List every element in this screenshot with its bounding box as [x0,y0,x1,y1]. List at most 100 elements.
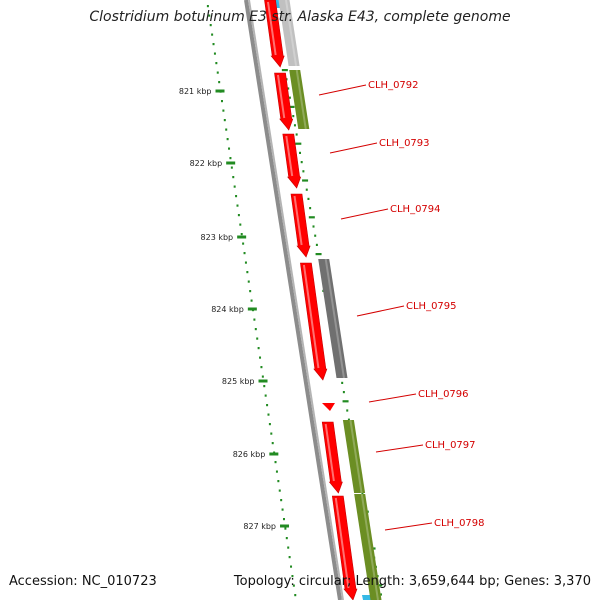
major-tick [269,452,279,456]
dot-marker [263,385,266,388]
gene-label: CLH_0796 [418,389,469,400]
backbone-shadow [248,0,344,601]
scale-label: 821 kbp [179,87,212,96]
dot-marker [291,575,294,578]
gene-label: CLH_0795 [406,301,457,312]
dot-marker [270,432,273,435]
dot-marker [223,119,226,122]
gray-feature [318,259,348,378]
dot-marker [271,442,274,445]
dot-marker [342,400,349,403]
dot-marker [312,225,315,228]
dot-marker [299,151,302,154]
gray-feature-highlight [285,0,298,67]
olive-feature [289,70,310,129]
gray-feature [278,0,300,66]
label-layer: CLH_0792 CLH_0793 CLH_0794 CLH_0795 CLH_0796… [318,80,485,531]
major-tick [237,235,247,239]
dot-marker [257,347,260,350]
gene-label: CLH_0793 [379,138,430,149]
dot-marker [235,195,238,198]
dot-marker [294,594,297,597]
olive-feature-highlight [349,419,363,494]
dot-marker [225,128,228,131]
scale-label: 823 kbp [201,233,234,242]
dot-marker [233,185,236,188]
dot-marker [230,166,233,169]
major-tick [215,89,225,93]
dot-marker [206,5,209,8]
dot-marker [215,62,218,65]
dot-marker [264,394,267,397]
dot-marker [308,216,315,219]
dot-marker [288,96,291,99]
cds-arrow-highlight [324,423,335,482]
dot-marker [281,508,284,511]
gene-leader-line [318,84,367,96]
gene-leader-line [340,208,389,220]
major-tick [247,307,257,311]
gray-feature-highlight [324,258,345,379]
olive-feature [342,420,366,493]
dot-marker [213,52,216,55]
cds-arrow [282,133,302,189]
cds-arrow-highlight [285,135,294,177]
dot-marker [218,81,221,84]
gene-leader-line [329,142,378,154]
dot-marker [229,157,232,160]
olive-feature-highlight [295,69,307,130]
dot-marker [228,147,231,150]
dot-marker [278,489,281,492]
olive-feature [354,494,382,600]
cds-arrow-highlight [302,264,320,369]
dot-marker [247,280,250,283]
dot-marker [288,105,295,108]
dot-marker [295,142,302,145]
major-tick [226,161,236,165]
dot-marker [242,242,245,245]
dot-marker [285,537,288,540]
dot-marker [244,261,247,264]
dot-marker [256,337,259,340]
dot-marker [280,499,283,502]
cds-arrow-small [322,403,335,411]
dot-marker [346,409,349,412]
dot-marker [211,33,214,36]
olive-feature-highlight [360,493,379,601]
dot-marker [260,366,263,369]
dot-marker [309,207,312,210]
dot-marker [305,188,308,191]
dot-marker [290,565,293,568]
dot-marker [237,214,240,217]
dot-marker [361,492,364,495]
dot-marker [274,461,277,464]
cds-arrow-highlight [267,1,277,56]
dot-marker [212,43,215,46]
map-title: Clostridium botulinum E3 str. Alaska E43… [89,9,511,25]
dot-marker [220,100,223,103]
gene-label: CLH_0794 [390,204,441,215]
dot-marker [249,290,252,293]
feature-layer [264,0,382,601]
dot-marker [236,204,239,207]
genome-summary: Topology: circular; Length: 3,659,644 bp… [233,574,591,589]
dot-marker [243,252,246,255]
dot-marker [266,404,269,407]
dot-marker [267,413,270,416]
dot-marker [232,176,235,179]
dot-marker [315,243,318,246]
scale-label: 827 kbp [243,522,276,531]
dot-marker [300,161,303,164]
accession-text: Accession: NC_010723 [9,574,157,589]
dot-marker [341,381,344,384]
scale-label: 825 kbp [222,377,255,386]
dot-marker [284,527,287,530]
dot-marker [281,69,288,72]
dot-marker [254,328,257,331]
major-tick [280,524,290,528]
scale-label: 824 kbp [211,305,244,314]
dot-marker [302,179,309,182]
gene-leader-line [384,522,433,531]
cds-arrow-highlight [334,497,350,589]
